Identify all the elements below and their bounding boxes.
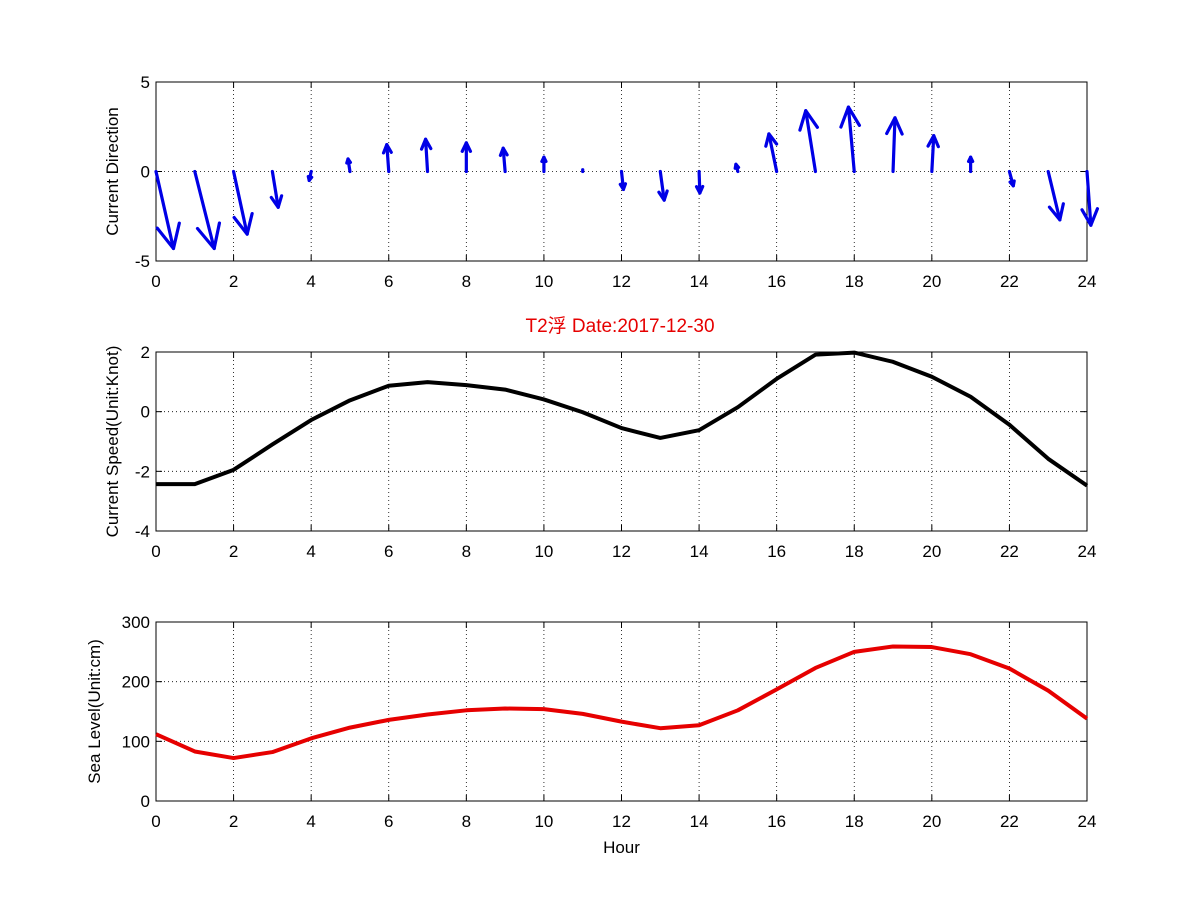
- y-tick-label: 0: [141, 403, 150, 422]
- figure-title: T2浮 Date:2017-12-30: [525, 315, 714, 337]
- y-tick-label: 300: [122, 613, 150, 632]
- arrow-head: [969, 157, 973, 161]
- x-tick-label: 6: [384, 812, 393, 831]
- x-tick-label: 16: [767, 272, 786, 291]
- x-tick-label: 20: [922, 812, 941, 831]
- x-tick-label: 10: [534, 542, 553, 561]
- y-tick-label: 0: [141, 792, 150, 811]
- y-tick-label: 2: [141, 343, 150, 362]
- arrow-shaft: [893, 118, 895, 172]
- y-tick-label: 100: [122, 732, 150, 751]
- x-tick-label: 2: [229, 542, 238, 561]
- x-tick-label: 14: [690, 542, 709, 561]
- x-tick-label: 20: [922, 542, 941, 561]
- x-tick-label: 18: [845, 272, 864, 291]
- x-tick-label: 14: [690, 272, 709, 291]
- x-tick-label: 22: [1000, 812, 1019, 831]
- y-tick-label: -5: [135, 252, 150, 271]
- x-tick-label: 14: [690, 812, 709, 831]
- arrow-head: [735, 164, 738, 168]
- x-tick-label: 2: [229, 812, 238, 831]
- x-tick-label: 2: [229, 272, 238, 291]
- sea-level-ylabel: Sea Level(Unit:cm): [85, 639, 104, 784]
- y-tick-label: -4: [135, 522, 150, 541]
- y-tick-label: -2: [135, 462, 150, 481]
- current-speed-ylabel: Current Speed(Unit:Knot): [103, 346, 122, 538]
- x-tick-label: 6: [384, 272, 393, 291]
- x-tick-label: 22: [1000, 272, 1019, 291]
- direction-arrow: [542, 157, 546, 171]
- direction-arrow: [969, 157, 973, 171]
- x-tick-label: 16: [767, 542, 786, 561]
- x-tick-label: 20: [922, 272, 941, 291]
- x-tick-label: 4: [306, 812, 315, 831]
- current-direction-ylabel: Current Direction: [103, 107, 122, 236]
- x-tick-label: 12: [612, 812, 631, 831]
- x-tick-label: 10: [534, 272, 553, 291]
- x-tick-label: 24: [1078, 812, 1097, 831]
- y-tick-label: 5: [141, 73, 150, 92]
- arrow-head: [308, 177, 311, 181]
- arrow-head: [542, 157, 546, 161]
- x-tick-label: 6: [384, 542, 393, 561]
- x-tick-label: 0: [151, 542, 160, 561]
- x-tick-label: 8: [462, 542, 471, 561]
- y-tick-label: 0: [141, 163, 150, 182]
- x-tick-label: 0: [151, 812, 160, 831]
- x-tick-label: 4: [306, 272, 315, 291]
- x-tick-label: 16: [767, 812, 786, 831]
- x-tick-label: 8: [462, 812, 471, 831]
- arrow-head: [347, 159, 351, 163]
- x-tick-label: 24: [1078, 542, 1097, 561]
- x-tick-label: 12: [612, 542, 631, 561]
- x-tick-label: 24: [1078, 272, 1097, 291]
- x-tick-label: 0: [151, 272, 160, 291]
- x-tick-label: 18: [845, 812, 864, 831]
- x-tick-label: 18: [845, 542, 864, 561]
- x-tick-label: 22: [1000, 542, 1019, 561]
- x-tick-label: 12: [612, 272, 631, 291]
- x-tick-label: 10: [534, 812, 553, 831]
- x-tick-label: 8: [462, 272, 471, 291]
- y-tick-label: 200: [122, 673, 150, 692]
- x-tick-label: 4: [306, 542, 315, 561]
- sea-level-xlabel: Hour: [603, 838, 640, 857]
